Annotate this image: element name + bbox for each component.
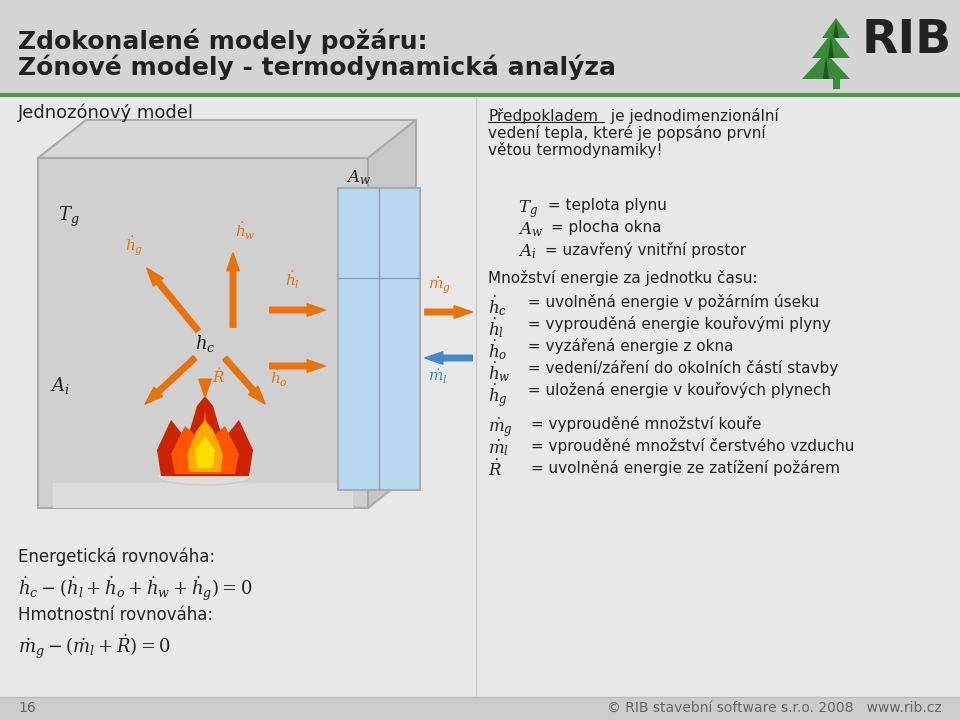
Text: $T_g$: $T_g$ [518, 198, 538, 220]
Text: $A_i$: $A_i$ [50, 375, 70, 396]
Text: je jednodimenzionální: je jednodimenzionální [606, 108, 779, 124]
Text: $\dot{m}_l$: $\dot{m}_l$ [488, 438, 509, 458]
FancyArrowPatch shape [270, 304, 325, 316]
Text: Zdokonalené modely požáru:: Zdokonalené modely požáru: [18, 28, 427, 53]
Text: Energetická rovnováha:: Energetická rovnováha: [18, 548, 215, 567]
Text: $\dot{h}_g$: $\dot{h}_g$ [488, 382, 508, 409]
Text: $\dot{m}_g$: $\dot{m}_g$ [488, 416, 513, 439]
Bar [0, 0, 960, 95]
Polygon shape [195, 436, 215, 468]
Text: = uvolněná energie ze zatížení požárem: = uvolněná energie ze zatížení požárem [526, 460, 840, 476]
Text: Předpokladem: Předpokladem [488, 108, 598, 124]
Text: $\dot{m}_l$: $\dot{m}_l$ [428, 368, 447, 386]
Polygon shape [187, 420, 223, 472]
FancyArrowPatch shape [424, 306, 472, 318]
Text: $h_c$: $h_c$ [195, 333, 215, 354]
Text: © RIB stavební software s.r.o. 2008   www.rib.cz: © RIB stavební software s.r.o. 2008 www.… [608, 701, 942, 715]
Polygon shape [53, 483, 353, 508]
Text: = teplota plynu: = teplota plynu [543, 198, 667, 213]
Text: $A_w$: $A_w$ [346, 168, 371, 186]
FancyArrowPatch shape [227, 253, 239, 327]
Text: = vedení/záření do okolních částí stavby: = vedení/záření do okolních částí stavby [523, 360, 838, 376]
Text: $\dot{h}_g$: $\dot{h}_g$ [125, 235, 143, 258]
Text: $\dot{h}_w$: $\dot{h}_w$ [235, 221, 255, 242]
Text: $\dot{R}$: $\dot{R}$ [212, 367, 226, 386]
Text: $\dot{h}_c$: $\dot{h}_c$ [488, 294, 507, 318]
Polygon shape [822, 18, 850, 38]
Text: $\dot{R}$: $\dot{R}$ [488, 460, 502, 480]
FancyArrowPatch shape [199, 379, 211, 397]
Text: $\dot{h}_l$: $\dot{h}_l$ [285, 270, 300, 291]
Text: = vyprouděná energie kouřovými plyny: = vyprouděná energie kouřovými plyny [523, 316, 830, 332]
Text: 16: 16 [18, 701, 36, 715]
FancyArrowPatch shape [223, 356, 265, 404]
Text: $\dot{h}_o$: $\dot{h}_o$ [488, 338, 508, 361]
FancyArrowPatch shape [147, 268, 201, 333]
Text: Zónové modely - termodynamická analýza: Zónové modely - termodynamická analýza [18, 55, 616, 81]
Polygon shape [812, 34, 850, 58]
Text: = vprouděné množství čerstvého vzduchu: = vprouděné množství čerstvého vzduchu [526, 438, 854, 454]
Text: Jednozónový model: Jednozónový model [18, 103, 194, 122]
Ellipse shape [157, 467, 252, 485]
Text: větou termodynamiky!: větou termodynamiky! [488, 142, 662, 158]
Text: = vyprouděné množství kouře: = vyprouděné množství kouře [526, 416, 761, 432]
Text: $\dot{m}_g - (\dot{m}_l + \dot{R}) = 0$: $\dot{m}_g - (\dot{m}_l + \dot{R}) = 0$ [18, 632, 171, 660]
Bar [0, 697, 960, 720]
FancyArrowPatch shape [424, 352, 472, 364]
FancyArrowPatch shape [270, 360, 325, 372]
Text: $\dot{m}_g$: $\dot{m}_g$ [428, 276, 451, 296]
Text: = vyzářená energie z okna: = vyzářená energie z okna [523, 338, 733, 354]
Text: $A_i$: $A_i$ [518, 242, 537, 261]
Text: vedení tepla, které je popsáno první: vedení tepla, které je popsáno první [488, 125, 766, 141]
Polygon shape [828, 37, 834, 58]
Bar [338, 188, 420, 490]
Text: = plocha okna: = plocha okna [546, 220, 661, 235]
Text: = uzavřený vnitřní prostor: = uzavřený vnitřní prostor [540, 242, 746, 258]
Text: Množství energie za jednotku času:: Množství energie za jednotku času: [488, 270, 757, 286]
Polygon shape [38, 120, 416, 158]
Text: Hmotnostní rovnováha:: Hmotnostní rovnováha: [18, 606, 213, 624]
Bar [833, 79, 840, 89]
Polygon shape [368, 120, 416, 508]
Text: $\dot{h}_c - (\dot{h}_l + \dot{h}_o + \dot{h}_w + \dot{h}_g) = 0$: $\dot{h}_c - (\dot{h}_l + \dot{h}_o + \d… [18, 574, 252, 603]
Polygon shape [833, 21, 839, 38]
Polygon shape [823, 56, 829, 79]
Polygon shape [157, 396, 253, 476]
Text: = uvolněná energie v požárním úseku: = uvolněná energie v požárním úseku [523, 294, 819, 310]
Text: $A_w$: $A_w$ [518, 220, 543, 239]
Text: = uložená energie v kouřových plynech: = uložená energie v kouřových plynech [523, 382, 831, 398]
FancyArrowPatch shape [145, 356, 197, 404]
Text: $\dot{h}_o$: $\dot{h}_o$ [270, 368, 288, 389]
Text: $\dot{h}_l$: $\dot{h}_l$ [488, 316, 504, 340]
Polygon shape [38, 158, 368, 508]
Polygon shape [171, 410, 239, 474]
Text: $\dot{h}_w$: $\dot{h}_w$ [488, 360, 511, 384]
Text: RIB: RIB [862, 18, 952, 63]
Text: $T_g$: $T_g$ [58, 205, 80, 229]
Polygon shape [802, 53, 850, 79]
